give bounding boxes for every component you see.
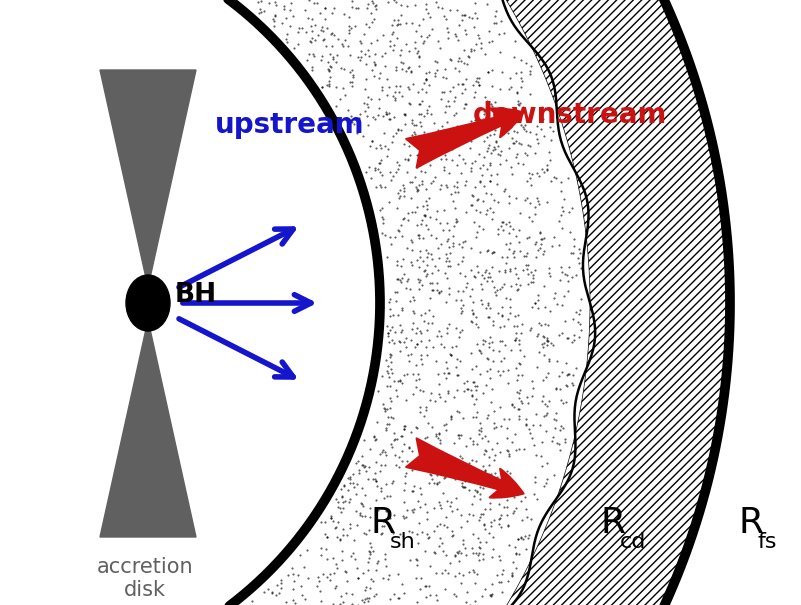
Text: R: R: [370, 506, 395, 540]
Text: upstream: upstream: [215, 111, 364, 139]
Text: accretion
disk: accretion disk: [97, 557, 193, 600]
Text: cd: cd: [620, 532, 646, 552]
Polygon shape: [100, 320, 196, 537]
Text: fs: fs: [758, 532, 778, 552]
Polygon shape: [312, 0, 730, 605]
Text: R: R: [738, 506, 763, 540]
Text: sh: sh: [390, 532, 416, 552]
Polygon shape: [201, 0, 590, 605]
Text: BH: BH: [175, 282, 217, 308]
Text: downstream: downstream: [473, 101, 667, 129]
Text: R: R: [600, 506, 625, 540]
Polygon shape: [100, 70, 196, 287]
Ellipse shape: [126, 275, 170, 331]
